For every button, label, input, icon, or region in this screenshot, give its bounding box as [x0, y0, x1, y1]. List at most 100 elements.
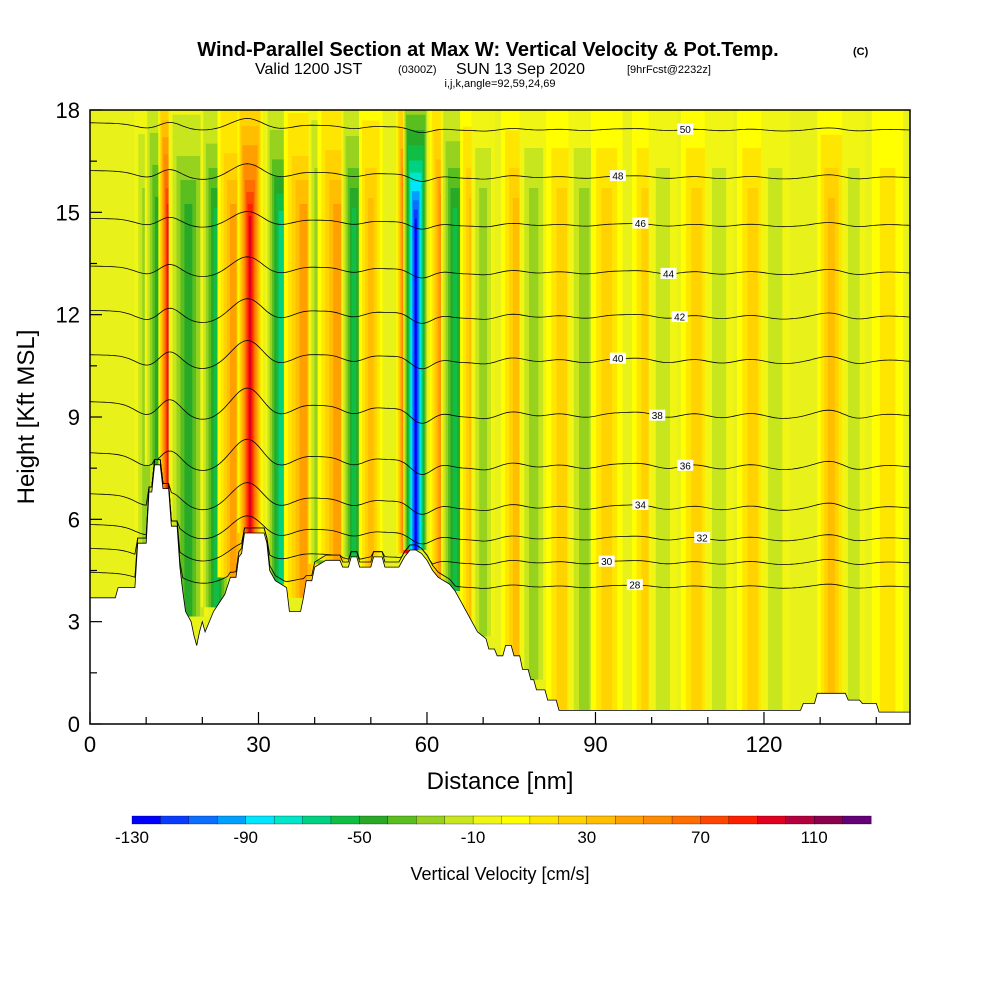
colorbar-swatch [842, 815, 872, 825]
velocity-cell [712, 168, 727, 711]
colorbar-swatch [671, 815, 701, 825]
theta-label-bg [694, 531, 711, 543]
theta-label-bg [632, 217, 649, 229]
theta-label-bg [609, 352, 626, 364]
x-axis-label: Distance [nm] [427, 768, 574, 795]
theta-contour-line [90, 211, 910, 230]
velocity-cell [367, 198, 374, 568]
updraft-band [237, 110, 263, 533]
colorbar-tick-label: 30 [577, 828, 596, 847]
colorbar-swatch [416, 815, 446, 825]
colorbar-tick-label: -50 [347, 828, 372, 847]
theta-label-bg [632, 499, 649, 510]
colorbar-swatch [586, 815, 616, 825]
velocity-field [134, 110, 904, 713]
colorbar-tick-label: -130 [115, 828, 149, 847]
theta-label-bg [598, 555, 615, 567]
terrain-mask [90, 464, 910, 724]
theta-contour-label: 36 [680, 461, 692, 472]
velocity-cell [184, 204, 193, 617]
theta-contour-line [90, 459, 910, 566]
colorbar-swatch [160, 815, 190, 825]
theta-contour-label: 34 [635, 501, 647, 512]
theta-label-bg [660, 267, 677, 279]
velocity-cell [230, 204, 237, 578]
colorbar-swatch [302, 815, 332, 825]
velocity-cell [579, 188, 590, 711]
colorbar-tick-label: -10 [461, 828, 486, 847]
y-tick-label: 3 [68, 610, 80, 635]
updraft-band [403, 110, 429, 551]
velocity-cell [556, 188, 567, 711]
valid-time: Valid 1200 JST [255, 61, 363, 78]
theta-contour-label: 32 [697, 533, 709, 544]
colorbar-swatch [273, 815, 303, 825]
colorbar-swatch [757, 815, 787, 825]
theta-contour-label: 44 [663, 269, 675, 280]
velocity-cell [333, 204, 342, 561]
colorbar-swatch [558, 815, 588, 825]
updraft-band [871, 110, 904, 713]
updraft-band [591, 110, 623, 711]
colorbar-swatch [501, 815, 531, 825]
velocity-cell [452, 208, 458, 591]
velocity-cell [154, 196, 160, 465]
theta-label-bg [626, 579, 643, 591]
theta-contour-label: 38 [652, 411, 664, 422]
velocity-cell [278, 210, 284, 585]
theta-label-bg [677, 459, 694, 471]
contour-labels: 28 30 32 34 36 38 40 42 44 46 48 50 [598, 123, 711, 592]
theta-contour-line [90, 459, 910, 515]
velocity-cell [641, 188, 651, 711]
theta-contours [90, 118, 910, 589]
colorbar-swatch [387, 815, 417, 825]
updraft-band [842, 110, 866, 701]
copyright-mark: (C) [853, 46, 869, 58]
theta-contour-line [90, 118, 910, 133]
colorbar: -130 -90 -50 -10 30 70 110 [115, 815, 872, 847]
y-tick-label: 9 [68, 405, 80, 430]
colorbar-swatch [814, 815, 844, 825]
x-axis: 0 30 60 90 120 [84, 712, 877, 757]
theta-label-bg [649, 409, 666, 421]
colorbar-swatch [330, 815, 360, 825]
colorbar-swatch [188, 815, 218, 825]
colorbar-tick-label: 70 [691, 828, 710, 847]
forecast-info: [9hrFcst@2232z] [627, 64, 711, 76]
colorbar-swatch [785, 815, 815, 825]
theta-contour-line [90, 298, 910, 324]
theta-contour-label: 46 [635, 219, 647, 230]
y-tick-label: 15 [56, 200, 80, 225]
theta-contour-line [90, 459, 910, 589]
x-tick-label: 0 [84, 732, 96, 757]
theta-contour-label: 48 [612, 172, 624, 183]
theta-contour-line [90, 459, 910, 545]
updraft-band [648, 110, 677, 711]
velocity-cell [414, 218, 417, 551]
updraft-band [471, 110, 495, 637]
theta-contour-label: 50 [680, 125, 692, 136]
x-tick-label: 120 [746, 732, 783, 757]
updraft-band [761, 110, 790, 711]
updraft-band [519, 110, 548, 680]
colorbar-swatch [643, 815, 673, 825]
colorbar-swatch [217, 815, 247, 825]
x-tick-label: 60 [415, 732, 439, 757]
theta-contour-line [90, 163, 910, 182]
updraft-band [817, 110, 846, 694]
y-tick-label: 12 [56, 303, 80, 328]
theta-contour-line [90, 387, 910, 424]
y-tick-label: 6 [68, 507, 80, 532]
valid-time-line: Valid 1200 JST (0300Z) SUN 13 Sep 2020 [… [255, 61, 711, 78]
updraft-band [704, 110, 734, 711]
velocity-cell [655, 168, 670, 711]
colorbar-label: Vertical Velocity [cm/s] [410, 864, 589, 884]
theta-contour-label: 28 [629, 581, 641, 592]
colorbar-swatch [472, 815, 502, 825]
updraft-band [359, 110, 383, 568]
velocity-cell [768, 168, 783, 711]
chart-title: Wind-Parallel Section at Max W: Vertical… [197, 39, 778, 61]
colorbar-swatch [529, 815, 559, 825]
theta-contour-line [90, 438, 910, 475]
